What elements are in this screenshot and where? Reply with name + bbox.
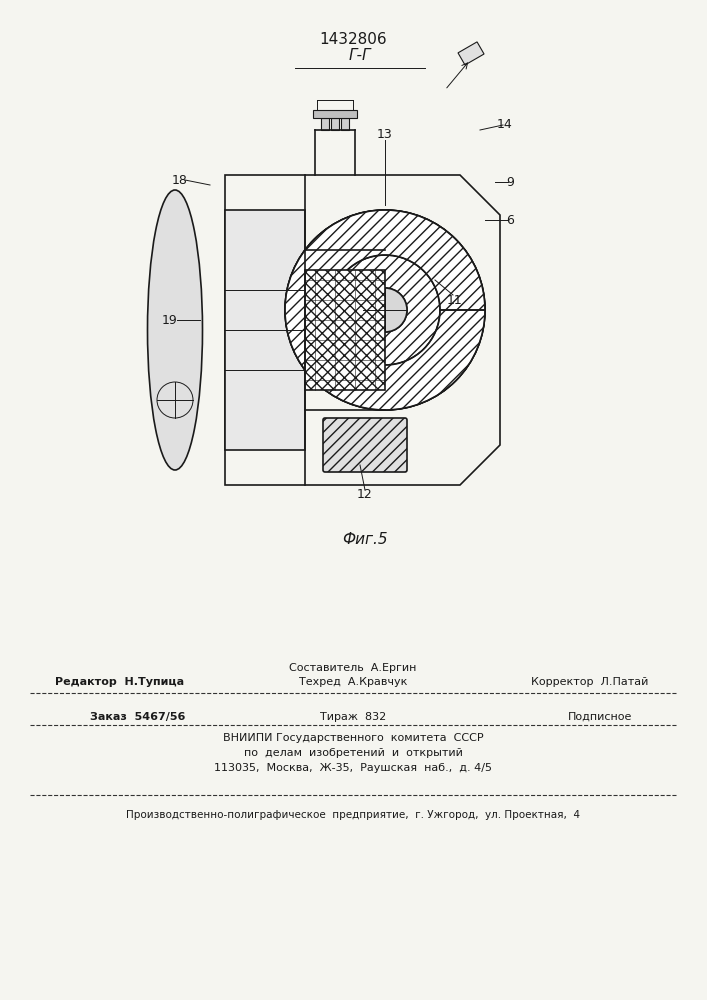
Text: 6: 6 [506,214,514,227]
Text: Корректор  Л.Патай: Корректор Л.Патай [532,677,649,687]
Text: Подписное: Подписное [568,712,632,722]
Text: Заказ  5467/56: Заказ 5467/56 [90,712,185,722]
Text: Производственно-полиграфическое  предприятие,  г. Ужгород,  ул. Проектная,  4: Производственно-полиграфическое предприя… [126,810,580,820]
Text: Редактор  Н.Тупица: Редактор Н.Тупица [55,677,185,687]
Bar [341,118,349,130]
Polygon shape [285,210,485,410]
Bar [305,270,385,390]
Circle shape [363,288,407,332]
Text: Составитель  А.Ергин: Составитель А.Ергин [289,663,416,673]
Bar [321,118,329,130]
Text: 12: 12 [357,488,373,502]
Bar [458,42,484,65]
Text: Г-Г: Г-Г [349,47,371,62]
Text: ВНИИПИ Государственного  комитета  СССР: ВНИИПИ Государственного комитета СССР [223,733,484,743]
Text: 13: 13 [377,128,393,141]
Text: 11: 11 [447,294,463,306]
Circle shape [285,210,485,410]
Text: Фиг.5: Фиг.5 [342,532,388,548]
Text: по  делам  изобретений  и  открытий: по делам изобретений и открытий [244,748,462,758]
Text: 1432806: 1432806 [319,32,387,47]
Bar [225,210,305,450]
Text: Тираж  832: Тираж 832 [320,712,386,722]
Circle shape [330,255,440,365]
Text: 113035,  Москва,  Ж-35,  Раушская  наб.,  д. 4/5: 113035, Москва, Ж-35, Раушская наб., д. … [214,763,492,773]
Circle shape [363,288,407,332]
Text: 19: 19 [162,314,178,326]
Text: 18: 18 [172,174,188,186]
Text: 14: 14 [497,118,513,131]
Text: Техред  А.Кравчук: Техред А.Кравчук [299,677,407,687]
FancyBboxPatch shape [323,418,407,472]
Text: 9: 9 [506,176,514,188]
Bar [313,110,357,118]
Bar [331,118,339,130]
Ellipse shape [148,190,202,470]
